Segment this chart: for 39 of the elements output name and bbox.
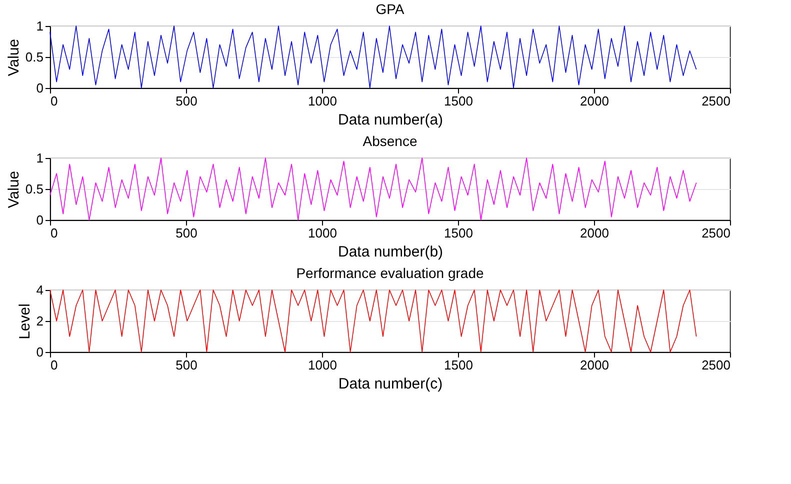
x-tick-label: 500 <box>176 94 198 108</box>
chart-title: GPA <box>376 1 405 17</box>
y-tick-label: 2 <box>36 314 44 328</box>
x-axis-title: Data number(c) <box>338 376 443 392</box>
x-tick-label: 1500 <box>444 94 473 108</box>
y-tick-label: 4 <box>36 282 44 298</box>
chart-title: Performance evaluation grade <box>296 265 484 281</box>
x-tick-label: 2500 <box>702 358 730 372</box>
x-tick-label: 2000 <box>580 94 609 108</box>
x-axis-title: Data number(b) <box>338 244 444 260</box>
x-tick-label: 500 <box>176 358 198 372</box>
x-tick-label: 2000 <box>580 358 609 372</box>
x-tick-label: 2000 <box>580 226 609 240</box>
x-tick-label: 2500 <box>702 94 730 108</box>
x-tick-label: 0 <box>50 226 58 240</box>
line-series <box>50 158 697 220</box>
x-tick-label: 1000 <box>308 94 337 108</box>
x-tick-label: 1500 <box>444 358 473 372</box>
y-tick-label: 1 <box>36 150 44 166</box>
y-axis-title: Value <box>5 38 22 76</box>
x-tick-label: 1000 <box>308 358 337 372</box>
x-tick-label: 1500 <box>444 226 473 240</box>
x-tick-label: 0 <box>50 94 58 108</box>
y-tick-label: 0.5 <box>25 50 44 64</box>
x-tick-label: 1000 <box>308 226 337 240</box>
x-tick-label: 0 <box>50 358 58 372</box>
y-tick-label: 0 <box>36 212 44 228</box>
chart-title: Absence <box>362 133 418 149</box>
y-tick-label: 0 <box>36 344 44 360</box>
y-axis-title: Level <box>16 304 34 340</box>
x-tick-label: 500 <box>176 226 198 240</box>
x-axis-title: Data number(a) <box>338 112 444 128</box>
line-series <box>50 290 697 352</box>
x-tick-label: 2500 <box>702 226 730 240</box>
line-series <box>50 26 697 88</box>
y-tick-label: 0.5 <box>25 182 44 196</box>
y-axis-title: Value <box>5 170 22 208</box>
y-tick-label: 0 <box>36 80 44 96</box>
y-tick-label: 1 <box>36 18 44 34</box>
